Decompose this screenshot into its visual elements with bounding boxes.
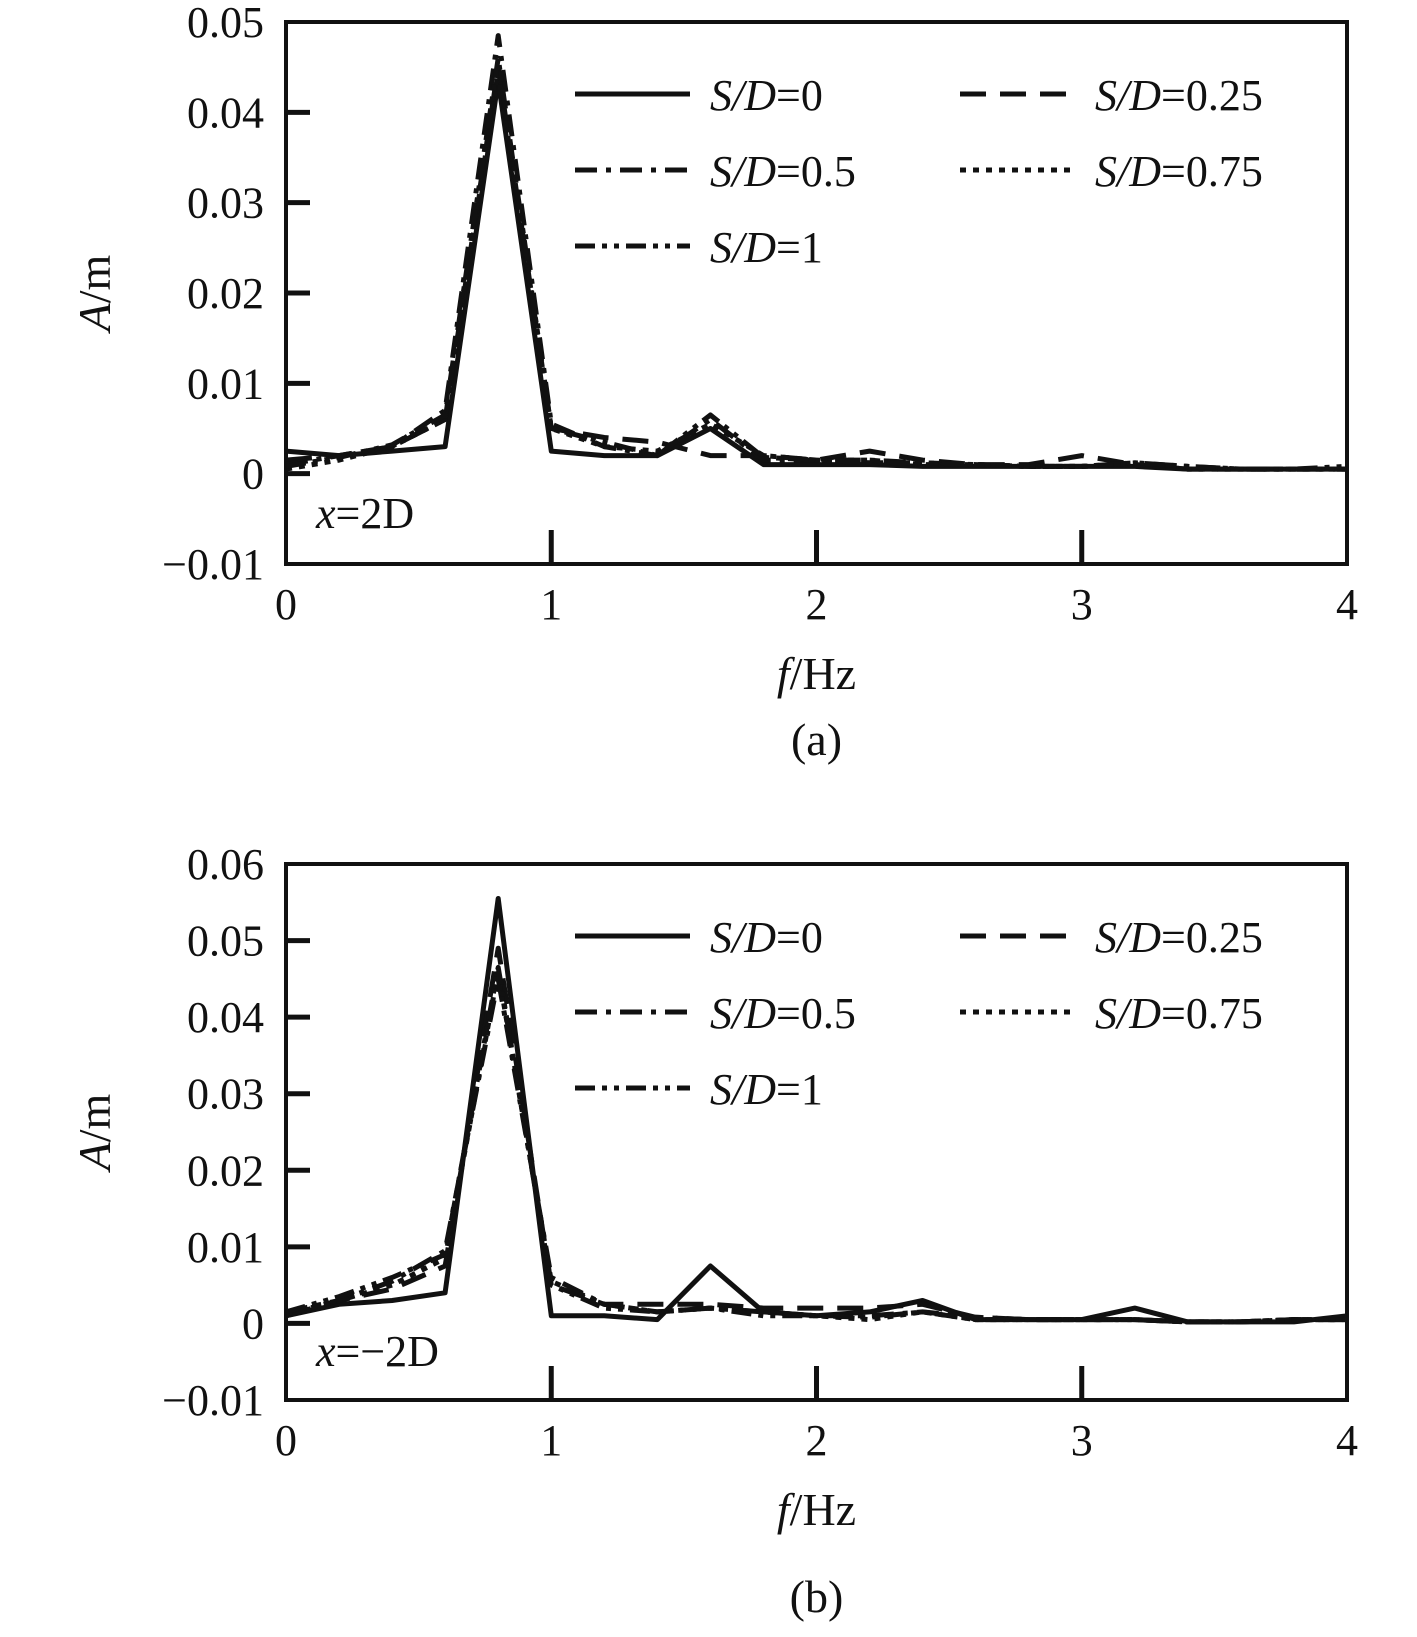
- panel-caption: (b): [790, 1571, 844, 1622]
- y-tick-label: 0.01: [187, 1223, 264, 1272]
- legend-label-var: S/D: [1095, 147, 1161, 196]
- legend: S/D=0 S/D=0.25S/D=0.5 S/D=0.75S/D=1: [575, 71, 1263, 272]
- x-tick-label: 4: [1336, 580, 1358, 629]
- x-tick-label: 0: [275, 580, 297, 629]
- legend-label-rest: =0.25: [1161, 913, 1263, 962]
- panel-caption: (a): [791, 714, 842, 765]
- y-tick-label: 0.04: [187, 88, 264, 137]
- x-axis-label: f/Hz: [777, 1484, 856, 1535]
- position-annotation-rest: =−2D: [336, 1327, 439, 1376]
- y-axis-label-var: A: [69, 302, 120, 334]
- legend-label: S/D=0.75: [1095, 147, 1263, 196]
- x-axis-label-rest: /Hz: [790, 1484, 856, 1535]
- x-tick-label: 1: [540, 1416, 562, 1465]
- legend-label: S/D=0.5: [710, 147, 856, 196]
- series-line-s-d-1: [285, 55, 1348, 472]
- position-annotation: x=−2D: [315, 1327, 439, 1376]
- series-line-s-d-0: [285, 78, 1347, 472]
- position-annotation-var: x: [315, 489, 336, 538]
- legend: S/D=0 S/D=0.25S/D=0.5 S/D=0.75S/D=1: [575, 913, 1263, 1114]
- legend-label-var: S/D: [1095, 989, 1161, 1038]
- y-axis-label: A/m: [69, 254, 120, 334]
- legend-label: S/D=0: [710, 913, 823, 962]
- y-axis-label: A/m: [69, 1093, 120, 1173]
- y-tick-label: 0.04: [187, 993, 264, 1042]
- legend-label-rest: =1: [776, 1065, 823, 1114]
- legend-label-rest: =1: [776, 223, 823, 272]
- legend-label-var: S/D: [710, 989, 776, 1038]
- legend-label-rest: =0: [776, 71, 823, 120]
- x-tick-label: 0: [275, 1416, 297, 1465]
- y-tick-label: 0.03: [187, 1070, 264, 1119]
- legend-label-var: S/D: [710, 147, 776, 196]
- legend-label-rest: =0: [776, 913, 823, 962]
- x-tick-label: 1: [540, 580, 562, 629]
- legend-label: S/D=0: [710, 71, 823, 120]
- y-tick-label: 0.06: [187, 840, 264, 889]
- legend-label: S/D=0.25: [1095, 913, 1263, 962]
- y-tick-label: 0.05: [187, 917, 264, 966]
- series-line-s-d-0-5: [285, 976, 1347, 1325]
- legend-label: S/D=1: [710, 223, 823, 272]
- x-axis-label: f/Hz: [777, 648, 856, 699]
- position-annotation-rest: =2D: [336, 489, 415, 538]
- y-tick-label: 0.03: [187, 179, 264, 228]
- y-tick-label: 0: [242, 450, 264, 499]
- x-tick-label: 2: [806, 1416, 828, 1465]
- legend-label-rest: =0.5: [776, 989, 856, 1038]
- legend-label-var: S/D: [710, 913, 776, 962]
- position-annotation-var: x: [315, 1327, 336, 1376]
- y-tick-label: 0.02: [187, 1146, 264, 1195]
- y-tick-label: 0: [242, 1299, 264, 1348]
- legend-label-var: S/D: [1095, 71, 1161, 120]
- y-axis-label-rest: /m: [69, 254, 120, 303]
- legend-label-var: S/D: [1095, 913, 1161, 962]
- legend-label-var: S/D: [710, 71, 776, 120]
- x-tick-label: 3: [1071, 1416, 1093, 1465]
- legend-label-rest: =0.25: [1161, 71, 1263, 120]
- legend-label: S/D=0.5: [710, 989, 856, 1038]
- series-line-s-d-0-5: [285, 33, 1347, 472]
- legend-label-rest: =0.5: [776, 147, 856, 196]
- y-axis-label-var: A: [69, 1141, 120, 1173]
- x-tick-label: 4: [1336, 1416, 1358, 1465]
- y-tick-label: 0.05: [187, 0, 264, 47]
- legend-label-var: S/D: [710, 223, 776, 272]
- series-line-s-d-1: [285, 964, 1347, 1325]
- y-tick-label: −0.01: [162, 1376, 264, 1425]
- y-tick-label: 0.02: [187, 269, 264, 318]
- y-tick-label: −0.01: [162, 540, 264, 589]
- y-tick-label: 0.01: [187, 359, 264, 408]
- x-axis-label-rest: /Hz: [790, 648, 856, 699]
- legend-label: S/D=0.25: [1095, 71, 1263, 120]
- position-annotation: x=2D: [315, 489, 414, 538]
- legend-label-rest: =0.75: [1161, 989, 1263, 1038]
- y-axis-label-rest: /m: [69, 1093, 120, 1142]
- x-tick-label: 3: [1071, 580, 1093, 629]
- legend-label-var: S/D: [710, 1065, 776, 1114]
- legend-label: S/D=0.75: [1095, 989, 1263, 1038]
- legend-label: S/D=1: [710, 1065, 823, 1114]
- x-tick-label: 2: [806, 580, 828, 629]
- legend-label-rest: =0.75: [1161, 147, 1263, 196]
